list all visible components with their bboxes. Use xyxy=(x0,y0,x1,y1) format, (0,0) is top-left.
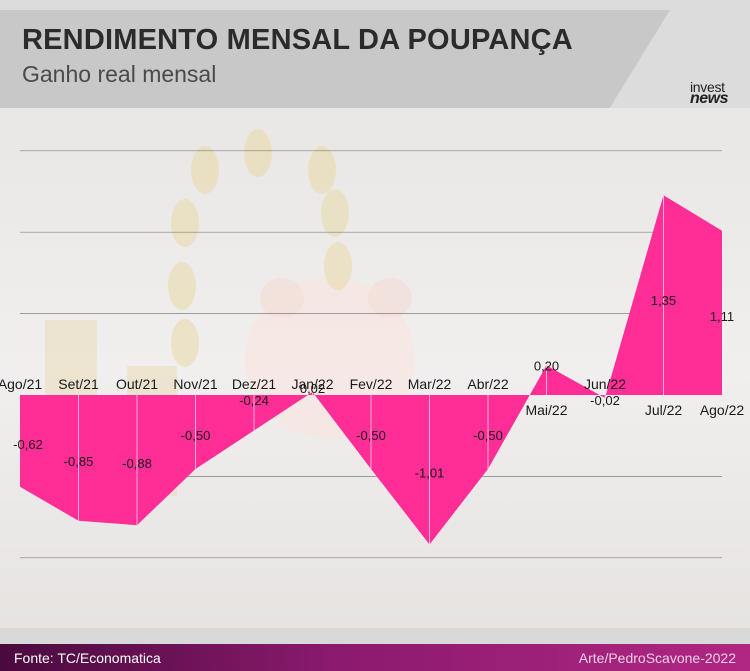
value-label: -0,88 xyxy=(122,456,152,471)
chart-subtitle: Ganho real mensal xyxy=(22,61,217,87)
month-label: Fev/22 xyxy=(350,376,393,392)
coin xyxy=(168,262,196,310)
month-label: Ago/22 xyxy=(700,402,745,418)
coin xyxy=(244,129,272,177)
month-label: Mar/22 xyxy=(408,376,452,392)
month-label: Nov/21 xyxy=(173,376,218,392)
logo-line2: news xyxy=(689,90,729,107)
value-label: 1,35 xyxy=(651,293,676,308)
month-label: Jan/22 xyxy=(291,376,333,392)
investnews-logo: invest news xyxy=(689,79,729,107)
title-band xyxy=(0,10,670,108)
coin xyxy=(171,319,199,367)
month-labels: Ago/21 Set/21 Out/21 Nov/21 Dez/21 Jan/22 Fev/… xyxy=(0,376,744,418)
savings-chart: Ago/21 Set/21 Out/21 Nov/21 Dez/21 Jan/22 Fev/… xyxy=(0,129,744,559)
month-dividers xyxy=(78,195,664,545)
header: RENDIMENTO MENSAL DA POUPANÇA Ganho real… xyxy=(0,0,750,108)
month-label: Abr/22 xyxy=(467,376,508,392)
value-label: -1,01 xyxy=(415,466,445,481)
value-label: -0,24 xyxy=(239,393,269,408)
logo-line1: invest xyxy=(689,79,725,95)
month-label: Dez/21 xyxy=(232,376,277,392)
coin xyxy=(321,189,349,237)
piggy-ear xyxy=(260,278,304,318)
value-label: -0,50 xyxy=(181,428,211,443)
value-label: -0,50 xyxy=(473,428,503,443)
coin xyxy=(171,199,199,247)
plot-area: Ago/21 Set/21 Out/21 Nov/21 Dez/21 Jan/22 Fev/… xyxy=(0,108,750,628)
coin xyxy=(308,146,336,194)
piggy-ear xyxy=(368,278,412,318)
month-label: Mai/22 xyxy=(525,402,567,418)
value-label: 1,11 xyxy=(710,309,734,324)
value-label: -0,85 xyxy=(64,454,94,469)
value-labels: -0,62 -0,85 -0,88 -0,50 -0,24 0,02 -0,50 -1,01 -… xyxy=(13,293,734,481)
coin xyxy=(191,146,219,194)
month-label: Jun/22 xyxy=(584,376,626,392)
chart-title: RENDIMENTO MENSAL DA POUPANÇA xyxy=(22,24,573,56)
month-label: Out/21 xyxy=(116,376,158,392)
credit-text: Arte/PedroScavone-2022 xyxy=(578,650,736,666)
month-label: Ago/21 xyxy=(0,376,42,392)
month-label: Set/21 xyxy=(58,376,99,392)
value-label: 0,02 xyxy=(300,381,325,396)
source-text: Fonte: TC/Economatica xyxy=(14,650,161,666)
value-label: 0,20 xyxy=(534,358,559,373)
value-label: -0,62 xyxy=(13,437,43,452)
coin xyxy=(324,242,352,290)
value-label: -0,50 xyxy=(356,428,386,443)
value-label: -0,02 xyxy=(590,393,620,408)
month-label: Jul/22 xyxy=(645,402,683,418)
footer: Fonte: TC/Economatica Arte/PedroScavone-… xyxy=(0,644,750,671)
